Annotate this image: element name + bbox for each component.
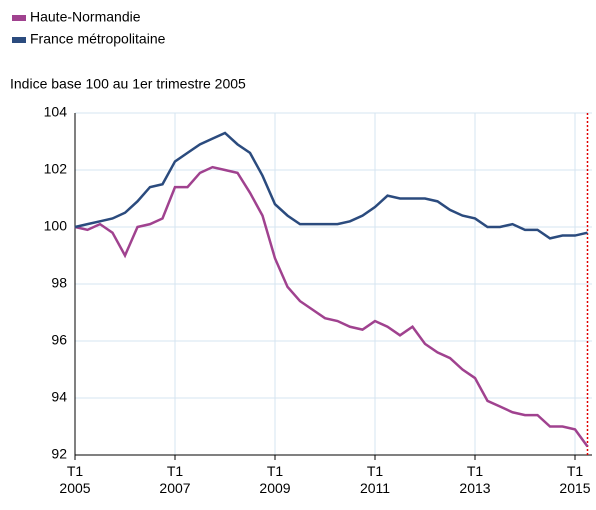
y-tick-label: 92	[51, 446, 67, 462]
x-tick-label: T1 2009	[259, 463, 291, 496]
legend-swatch	[12, 15, 26, 21]
y-tick-label: 98	[51, 275, 67, 291]
x-tick-label: T1 2011	[359, 463, 391, 496]
x-tick-label: T1 2007	[159, 463, 191, 496]
y-tick-label: 104	[44, 104, 68, 120]
series-line	[74, 131, 588, 240]
x-tick-label: T1 2015	[559, 463, 591, 496]
chart-subtitle: Indice base 100 au 1er trimestre 2005	[10, 76, 246, 92]
x-tick-label: T1 2013	[459, 463, 491, 496]
y-tick-label: 96	[51, 332, 67, 348]
legend-label: Haute-Normandie	[30, 9, 141, 25]
legend-swatch	[12, 37, 26, 43]
y-tick-label: 94	[51, 389, 67, 405]
x-tick-label: T1 2005	[59, 463, 91, 496]
series-line	[74, 165, 589, 448]
legend-label: France métropolitaine	[30, 31, 166, 47]
y-tick-label: 102	[44, 161, 68, 177]
y-tick-label: 100	[44, 218, 68, 234]
